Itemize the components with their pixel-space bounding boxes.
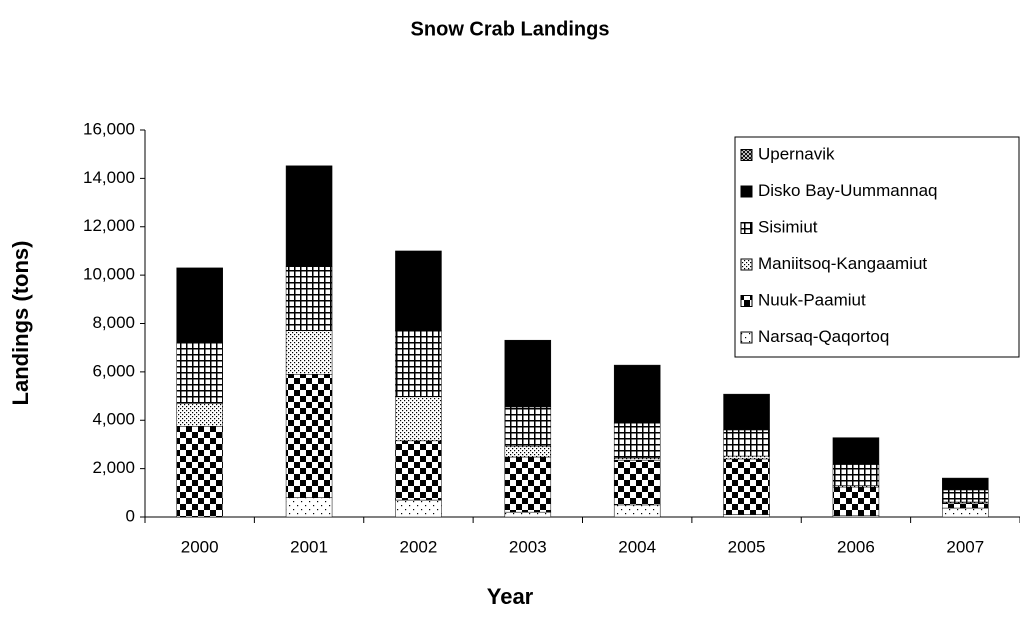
bar-segment bbox=[504, 511, 552, 518]
bar-segment bbox=[176, 267, 223, 344]
bar-segment bbox=[832, 486, 880, 517]
bar-segment bbox=[504, 406, 552, 447]
bar-segment bbox=[613, 504, 661, 518]
bar-segment bbox=[504, 456, 552, 513]
x-tick-label: 2005 bbox=[728, 537, 766, 556]
bar-segment bbox=[613, 364, 661, 424]
legend-swatch bbox=[740, 331, 753, 344]
legend-swatch bbox=[740, 222, 753, 234]
bar-segment bbox=[285, 165, 333, 267]
y-tick-label: 14,000 bbox=[83, 168, 135, 187]
y-tick-label: 10,000 bbox=[83, 265, 135, 284]
x-axis-title: Year bbox=[487, 584, 534, 609]
x-tick-label: 2006 bbox=[837, 537, 875, 556]
y-tick-label: 0 bbox=[126, 506, 135, 525]
bar-segment bbox=[613, 459, 661, 506]
legend-label: Maniitsoq-Kangaamiut bbox=[758, 254, 927, 273]
x-tick-label: 2007 bbox=[946, 537, 984, 556]
y-tick-label: 4,000 bbox=[92, 410, 135, 429]
legend-box bbox=[734, 136, 1020, 358]
chart-title: Snow Crab Landings bbox=[411, 18, 610, 40]
bar-segment bbox=[176, 342, 223, 404]
bar-segment bbox=[613, 422, 661, 459]
legend-swatch bbox=[740, 185, 753, 198]
bar-segment bbox=[942, 507, 989, 518]
bar-segment bbox=[395, 440, 442, 501]
legend-label: Nuuk-Paamiut bbox=[758, 290, 866, 309]
bar-segment bbox=[723, 393, 770, 431]
bar-segment bbox=[832, 464, 880, 486]
bar-segment bbox=[723, 429, 770, 457]
bar-segment bbox=[395, 330, 442, 398]
legend-label: Disko Bay-Uummannaq bbox=[758, 181, 938, 200]
y-tick-label: 16,000 bbox=[83, 119, 135, 138]
legend-label: Sisimiut bbox=[758, 217, 818, 236]
x-tick-label: 2001 bbox=[290, 537, 328, 556]
x-tick-label: 2004 bbox=[618, 537, 656, 556]
legend-swatch bbox=[740, 149, 753, 161]
y-axis-title: Landings (tons) bbox=[8, 241, 33, 406]
legend-swatch bbox=[740, 295, 753, 307]
legend-label: Narsaq-Qaqortoq bbox=[758, 327, 889, 346]
bar-segment bbox=[395, 250, 442, 332]
bar-segment bbox=[723, 455, 770, 460]
y-tick-label: 8,000 bbox=[92, 313, 135, 332]
bar-segment bbox=[285, 374, 333, 498]
bar-segment bbox=[504, 445, 552, 458]
bar-segment bbox=[395, 499, 442, 518]
bar-segment bbox=[613, 457, 661, 461]
x-tick-label: 2000 bbox=[181, 537, 219, 556]
bar-segment bbox=[942, 477, 989, 491]
legend-swatch bbox=[740, 258, 753, 271]
legend-label: Upernavik bbox=[758, 144, 835, 163]
bar-segment bbox=[285, 330, 333, 375]
x-tick-label: 2003 bbox=[509, 537, 547, 556]
bar-segment bbox=[942, 502, 989, 509]
bar-segment bbox=[395, 396, 442, 442]
bar-segment bbox=[942, 489, 989, 503]
x-tick-label: 2002 bbox=[400, 537, 438, 556]
bar-segment bbox=[176, 426, 223, 518]
bar-segment bbox=[504, 339, 552, 408]
bar-segment bbox=[176, 403, 223, 427]
bar-segment bbox=[723, 458, 770, 515]
bar-segment bbox=[723, 514, 770, 518]
bar-segment bbox=[285, 266, 333, 332]
y-tick-label: 12,000 bbox=[83, 216, 135, 235]
y-tick-label: 2,000 bbox=[92, 458, 135, 477]
y-tick-label: 6,000 bbox=[92, 361, 135, 380]
bar-segment bbox=[832, 437, 880, 465]
bar-segment bbox=[285, 497, 333, 518]
